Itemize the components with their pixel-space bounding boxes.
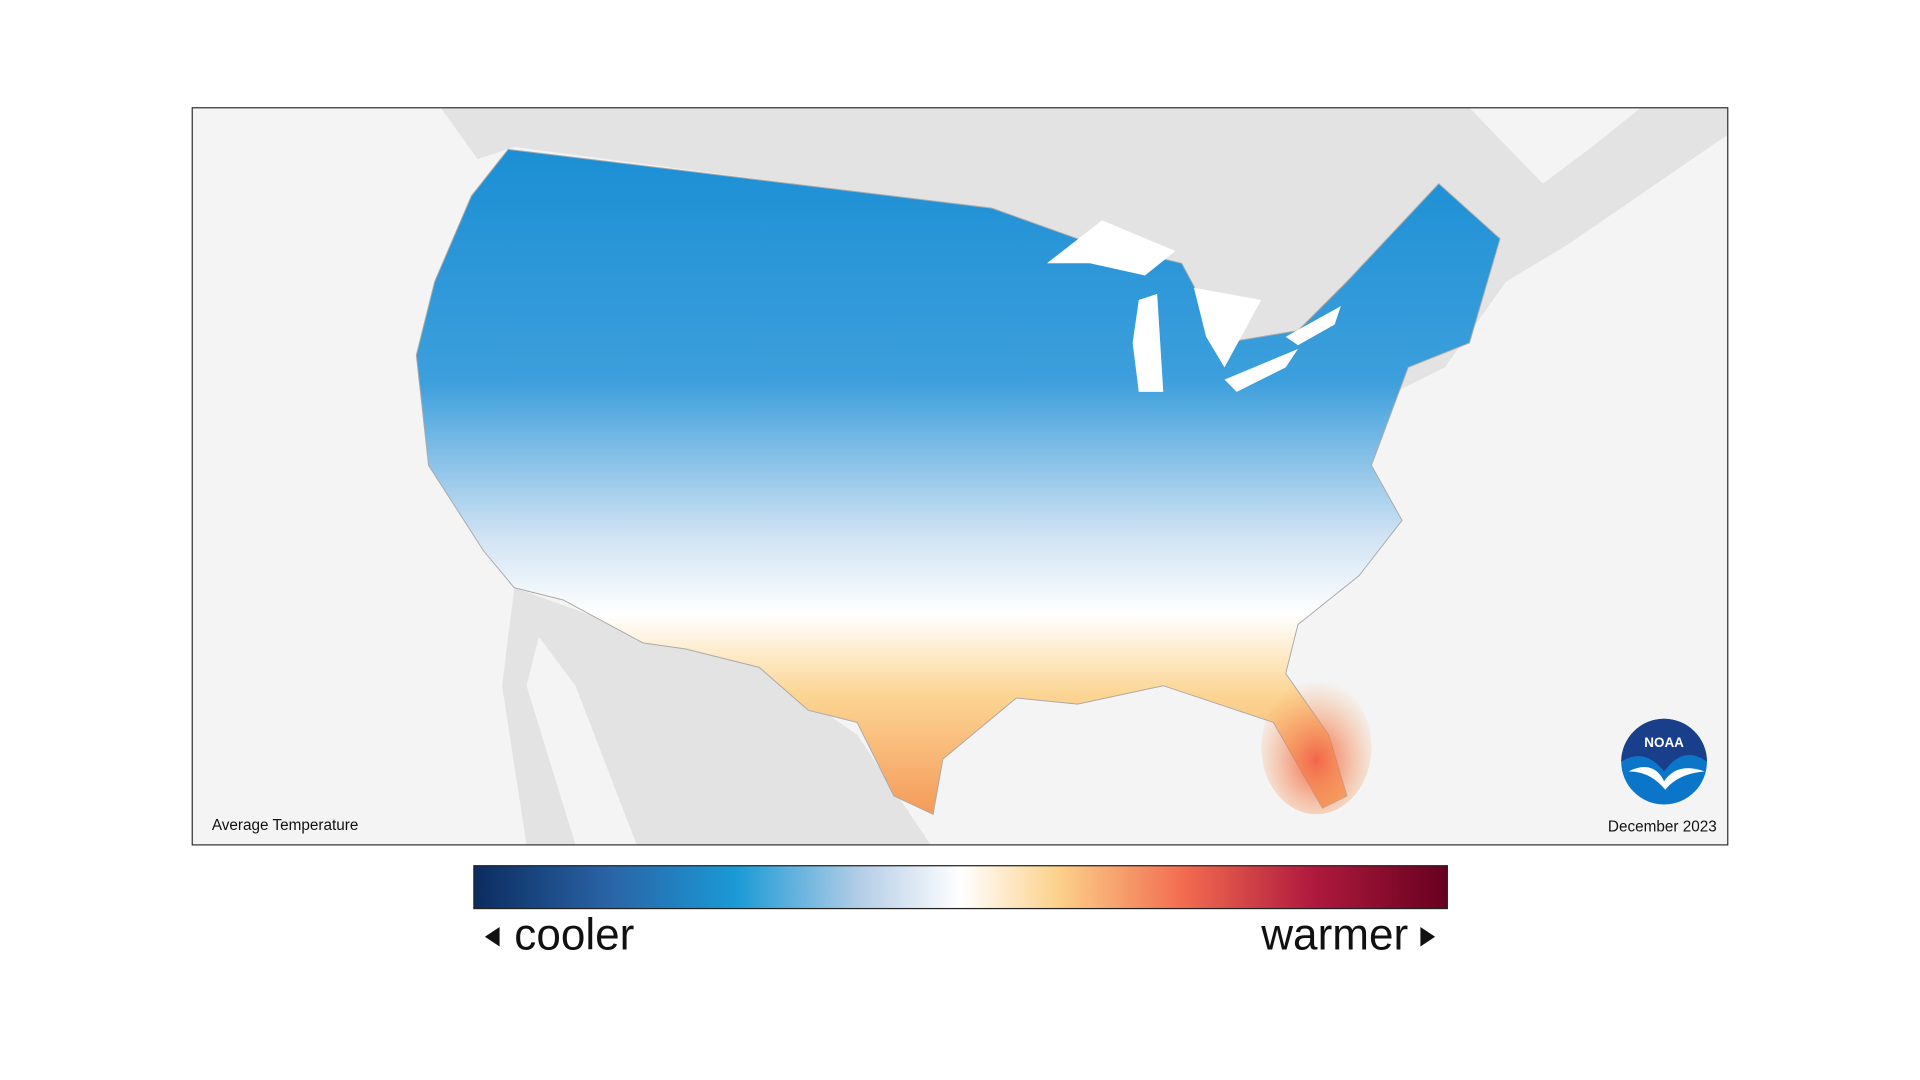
map-label: Average Temperature xyxy=(212,817,359,834)
cooler-arrow xyxy=(485,927,500,947)
high-label: warmer xyxy=(1260,911,1408,960)
florida-warm xyxy=(1261,680,1371,815)
color-bar xyxy=(474,866,1447,909)
noaa-logo: NOAA xyxy=(1621,719,1707,805)
warmer-arrow xyxy=(1420,927,1435,947)
map xyxy=(192,108,1728,845)
logo-text: NOAA xyxy=(1644,735,1684,750)
low-label: cooler xyxy=(514,911,634,960)
map-date: December 2023 xyxy=(1608,818,1717,835)
